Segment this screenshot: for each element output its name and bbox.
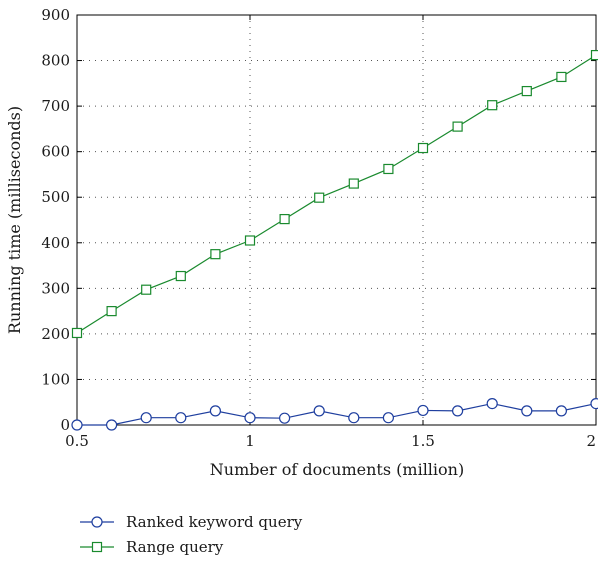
data-point-square	[521, 85, 532, 97]
data-point-square	[175, 270, 186, 282]
x-tick-label: 1	[245, 432, 255, 450]
data-point-circle	[175, 412, 187, 424]
data-point-circle	[590, 397, 598, 410]
data-point-square	[71, 327, 83, 339]
data-point-square	[106, 306, 117, 317]
data-point-circle	[555, 405, 568, 417]
data-point-square	[590, 49, 598, 61]
y-tick-label: 600	[41, 143, 70, 161]
y-tick-label: 700	[41, 97, 70, 115]
data-point-circle	[244, 412, 256, 424]
axis-ticks	[76, 14, 597, 426]
data-point-circle	[348, 412, 360, 424]
series-line	[76, 54, 597, 334]
data-point-circle	[140, 412, 152, 424]
data-point-square	[348, 178, 359, 189]
data-point-square	[314, 192, 325, 203]
legend-item-range-query: Range query	[80, 538, 224, 556]
data-point-square	[141, 284, 152, 295]
legend-marker-square	[91, 541, 103, 553]
data-point-circle	[452, 405, 464, 417]
series-layer	[71, 49, 598, 431]
x-tick-label: 1.5	[411, 432, 435, 450]
data-point-circle	[417, 404, 429, 417]
y-tick-labels: 0 100 200 300 400 500 600 700 800 900	[41, 6, 70, 434]
legend-item-ranked-keyword-query: Ranked keyword query	[80, 513, 303, 531]
data-point-circle	[279, 412, 291, 424]
data-point-circle	[486, 397, 498, 410]
data-point-square	[417, 142, 429, 154]
legend-label-range: Range query	[126, 538, 224, 556]
data-point-circle	[209, 405, 221, 417]
y-tick-label: 0	[60, 416, 70, 434]
y-tick-label: 200	[41, 325, 70, 343]
y-tick-label: 400	[41, 234, 70, 252]
data-point-circle	[521, 405, 533, 417]
y-axis-label: Running time (milliseconds)	[5, 106, 24, 334]
plot-frame	[76, 14, 597, 426]
series-ranked-keyword-query	[71, 397, 598, 431]
data-point-square	[452, 121, 463, 132]
grid-lines	[77, 15, 596, 425]
y-tick-label: 900	[41, 6, 70, 24]
y-tick-label: 100	[41, 370, 70, 388]
x-tick-labels: 0.5 1 1.5 2	[65, 432, 596, 450]
data-point-circle	[382, 412, 394, 424]
legend-label-ranked: Ranked keyword query	[126, 513, 303, 531]
data-point-circle	[71, 419, 83, 431]
data-point-square	[383, 163, 394, 175]
x-axis-label: Number of documents (million)	[210, 460, 464, 479]
y-tick-label: 300	[41, 279, 70, 297]
series-line	[77, 402, 597, 426]
data-point-square	[556, 71, 567, 83]
data-point-circle	[313, 405, 325, 417]
y-tick-label: 800	[41, 52, 70, 70]
data-point-circle	[105, 419, 118, 431]
legend-marker-circle	[91, 516, 103, 528]
data-point-square	[244, 235, 256, 246]
x-tick-label: 2	[586, 432, 596, 450]
series-range-query	[71, 49, 598, 339]
data-point-square	[210, 249, 221, 260]
y-tick-label: 500	[41, 188, 70, 206]
x-tick-label: 0.5	[65, 432, 89, 450]
data-point-square	[279, 213, 290, 225]
legend: Ranked keyword query Range query	[80, 513, 303, 556]
data-point-square	[487, 100, 498, 111]
